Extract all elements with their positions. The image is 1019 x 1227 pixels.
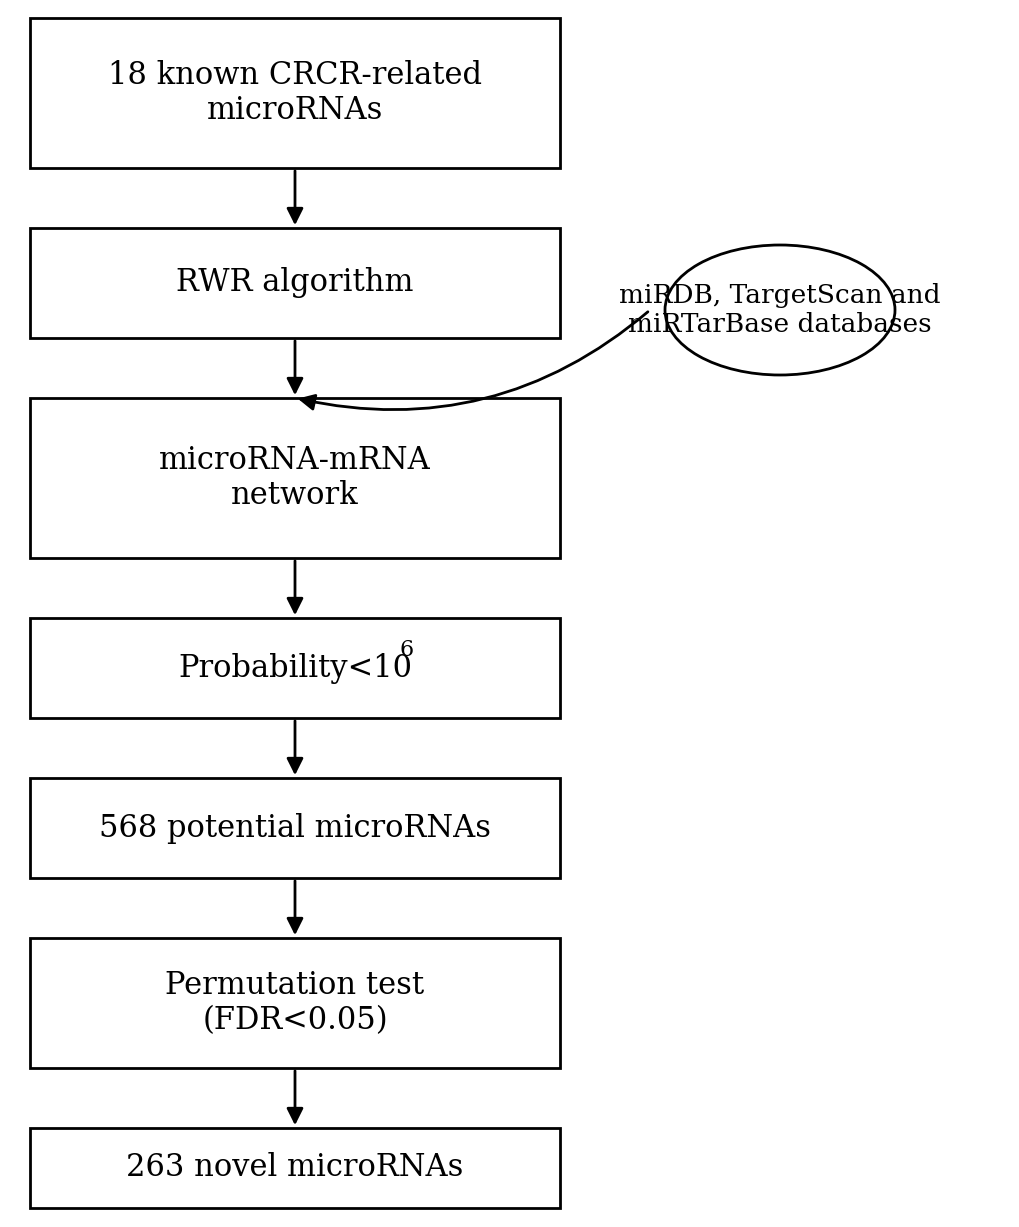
Text: 6: 6 (398, 639, 413, 661)
Text: microRNA-mRNA
network: microRNA-mRNA network (159, 444, 430, 512)
Ellipse shape (664, 245, 894, 375)
Bar (30, 618, 559, 718)
Text: Permutation test
(FDR<0.05): Permutation test (FDR<0.05) (165, 969, 424, 1037)
Text: RWR algorithm: RWR algorithm (176, 267, 414, 298)
Bar (30, 228, 559, 337)
Bar (30, 778, 559, 879)
Text: Probability<10: Probability<10 (178, 653, 412, 683)
Bar (30, 1128, 559, 1209)
Text: miRDB, TargetScan and
miRTarBase databases: miRDB, TargetScan and miRTarBase databas… (619, 283, 940, 337)
Text: 263 novel microRNAs: 263 novel microRNAs (126, 1152, 464, 1184)
Text: 18 known CRCR-related
microRNAs: 18 known CRCR-related microRNAs (108, 60, 482, 126)
Bar (30, 398, 559, 558)
FancyArrowPatch shape (301, 312, 647, 410)
Bar (30, 937, 559, 1067)
Text: 568 potential microRNAs: 568 potential microRNAs (99, 812, 490, 843)
Bar (30, 18, 559, 168)
